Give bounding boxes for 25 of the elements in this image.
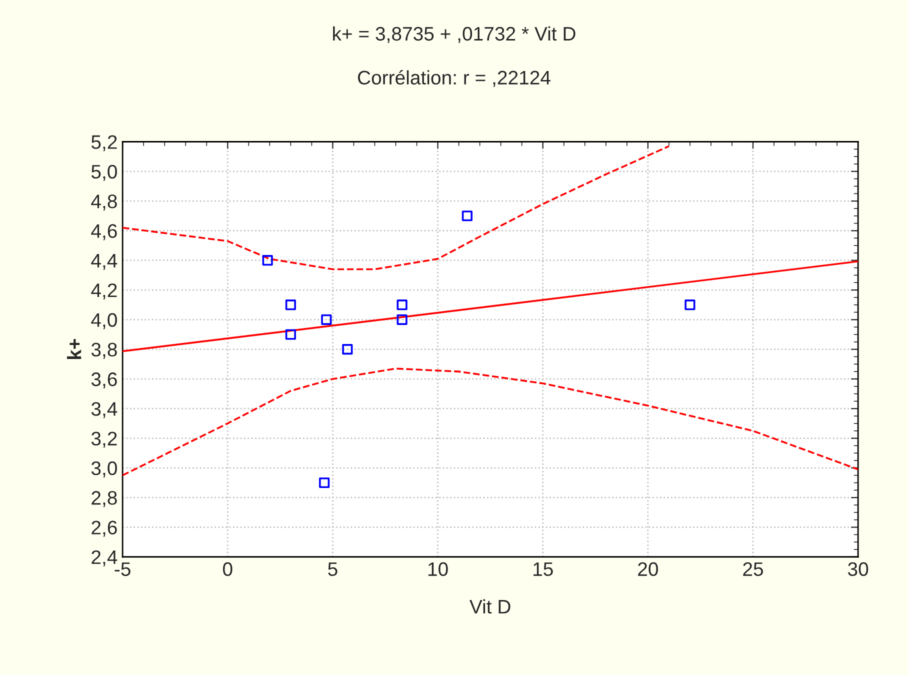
x-tick-label: 10 [428, 562, 448, 576]
y-tick-label: 3,0 [91, 461, 117, 478]
chart-title: k+ = 3,8735 + ,01732 * Vit D [333, 26, 576, 43]
x-axis-title: Vit D [470, 599, 510, 614]
x-tick-label: 30 [848, 562, 868, 576]
y-tick-label: 2,6 [92, 520, 117, 537]
y-tick-label: 4,8 [91, 194, 117, 211]
y-tick-label: 3,2 [91, 432, 117, 448]
x-tick-label: 25 [743, 562, 763, 576]
y-tick-label: 3,4 [91, 402, 118, 418]
y-tick-label: 3,6 [91, 372, 117, 388]
y-axis-title: k+ [67, 339, 82, 360]
y-tick-label: 4,0 [91, 313, 117, 330]
x-tick-label: 5 [328, 562, 338, 576]
y-tick-label: 5,2 [91, 135, 117, 152]
x-tick-label: 15 [534, 562, 553, 576]
chart-subtitle: Corrélation: r = ,22124 [358, 70, 550, 87]
y-tick-label: 4,2 [91, 283, 117, 300]
x-tick-label: 0 [223, 562, 232, 576]
y-tick-label: 3,8 [91, 342, 117, 359]
x-tick-label: 20 [638, 562, 658, 576]
y-tick-label: 4,6 [91, 224, 117, 240]
y-tick-label: 2,8 [92, 491, 117, 508]
y-tick-label: 5,0 [91, 164, 117, 181]
y-tick-label: 4,4 [91, 254, 118, 270]
